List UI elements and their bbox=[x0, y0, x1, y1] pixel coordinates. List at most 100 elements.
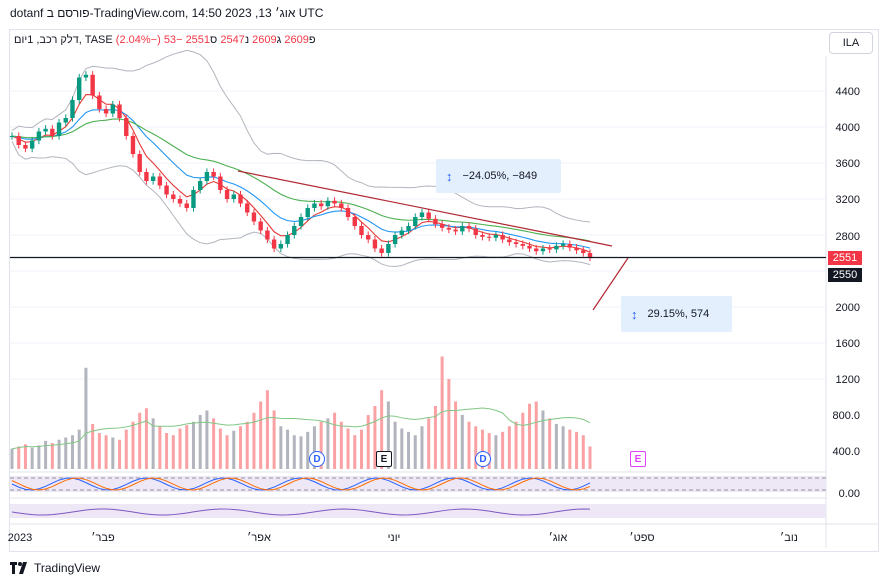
price-axis-label: 1600 bbox=[836, 338, 860, 350]
volume-bar bbox=[534, 401, 538, 469]
time-axis-label: נוב׳ bbox=[780, 531, 798, 544]
volume-bar bbox=[37, 445, 41, 469]
tradingview-logo-icon bbox=[10, 562, 28, 574]
volume-bar bbox=[319, 421, 323, 469]
candle-body bbox=[453, 229, 458, 232]
candle-body bbox=[473, 228, 478, 235]
candle-body bbox=[534, 248, 539, 252]
candle-body bbox=[392, 235, 398, 244]
volume-bar bbox=[393, 421, 397, 469]
high-label: ג bbox=[276, 34, 282, 46]
volume-bar bbox=[554, 424, 558, 469]
volume-bar bbox=[212, 418, 216, 469]
volume-bar bbox=[151, 418, 155, 469]
candle-body bbox=[238, 194, 243, 204]
candle-body bbox=[103, 109, 109, 114]
candle-body bbox=[77, 77, 82, 100]
volume-bar bbox=[118, 439, 122, 469]
volume-bar bbox=[97, 433, 101, 469]
candle-body bbox=[298, 217, 304, 226]
measurement-box-2[interactable]: ↕ 29.15%, 574 bbox=[621, 296, 732, 332]
upcoming-earnings-badge[interactable]: E bbox=[630, 451, 646, 467]
volume-bar bbox=[23, 444, 27, 469]
volume-bar bbox=[346, 428, 350, 469]
candle-body bbox=[352, 217, 357, 226]
candle-body bbox=[574, 247, 579, 251]
candle-body bbox=[305, 208, 310, 217]
volume-bar bbox=[198, 415, 202, 469]
volume-bar bbox=[447, 379, 451, 469]
candle-body bbox=[426, 212, 431, 219]
volume-bar bbox=[380, 390, 384, 469]
projection-line[interactable] bbox=[592, 257, 629, 311]
volume-bar bbox=[366, 415, 370, 469]
candle-body bbox=[157, 176, 163, 186]
volume-bar bbox=[420, 426, 424, 469]
volume-bar bbox=[252, 412, 256, 469]
volume-bar bbox=[353, 435, 357, 469]
candle-body bbox=[137, 154, 142, 172]
volume-bar bbox=[131, 421, 135, 469]
candle-body bbox=[43, 128, 48, 132]
footer-brand[interactable]: TradingView bbox=[10, 561, 100, 575]
candle-body bbox=[23, 145, 28, 149]
volume-bar bbox=[84, 367, 88, 469]
candle-body bbox=[70, 100, 75, 118]
ema-line bbox=[11, 118, 591, 242]
high-value: 2609 bbox=[252, 34, 277, 46]
candle-body bbox=[507, 239, 512, 243]
symbol-name[interactable]: דלק רכב, 1יום, TASE bbox=[14, 34, 113, 46]
volume-bar bbox=[507, 426, 511, 469]
candle-body bbox=[386, 244, 391, 253]
trend-line[interactable] bbox=[237, 170, 613, 247]
volume-bar bbox=[178, 428, 182, 469]
close-label: ס bbox=[210, 34, 218, 46]
volume-bar bbox=[138, 412, 142, 469]
measurement-box-1[interactable]: ↕ −24.05%, −849 bbox=[436, 159, 561, 193]
volume-bar bbox=[460, 415, 464, 469]
oscillator-lines bbox=[11, 477, 591, 516]
volume-bar bbox=[433, 406, 437, 469]
time-axis-label: אוג׳ bbox=[549, 531, 568, 544]
candle-body bbox=[581, 250, 586, 253]
candle-body bbox=[164, 185, 169, 195]
currency-button[interactable]: ILA bbox=[829, 32, 873, 54]
volume-bar bbox=[57, 439, 61, 469]
candle-body bbox=[433, 218, 438, 225]
volume-bar bbox=[218, 428, 222, 469]
candle-body bbox=[251, 212, 257, 222]
time-axis[interactable]: 2023 פבר׳ אפר׳ יוני אוג׳ ספט׳ נוב׳ bbox=[8, 531, 798, 544]
footer-brand-text: TradingView bbox=[34, 561, 101, 575]
candle-body bbox=[9, 136, 15, 137]
dividend-event-badge[interactable]: D bbox=[475, 451, 491, 467]
candle-body bbox=[372, 239, 378, 249]
volume-bar bbox=[326, 418, 330, 469]
candle-body bbox=[413, 217, 418, 226]
volume-bars bbox=[10, 356, 592, 469]
earnings-event-badge[interactable]: E bbox=[376, 451, 392, 467]
candle-body bbox=[197, 181, 203, 190]
grid-lines bbox=[10, 90, 826, 380]
volume-bar bbox=[30, 447, 34, 469]
price-axis-label: 1200 bbox=[836, 374, 860, 386]
price-axis[interactable]: 4400 4000 3600 3200 2800 2000 1600 1200 800.0 400… bbox=[832, 86, 860, 500]
candle-body bbox=[224, 190, 230, 199]
candle-body bbox=[359, 226, 364, 235]
volume-bar bbox=[91, 424, 95, 469]
dividend-event-badge[interactable]: D bbox=[309, 451, 325, 467]
volume-bar bbox=[561, 426, 565, 469]
candle-body bbox=[117, 104, 122, 118]
candle-body bbox=[587, 253, 593, 258]
candle-body bbox=[124, 118, 129, 136]
volume-bar bbox=[64, 437, 68, 469]
volume-bar bbox=[454, 401, 458, 469]
volume-bar bbox=[124, 429, 128, 469]
candle-body bbox=[419, 212, 425, 217]
rsi-band bbox=[10, 504, 826, 518]
volume-bar bbox=[272, 410, 276, 469]
candle-body bbox=[211, 172, 216, 177]
candle-body bbox=[460, 226, 465, 232]
volume-bar bbox=[144, 408, 148, 469]
volume-bar bbox=[225, 435, 229, 469]
